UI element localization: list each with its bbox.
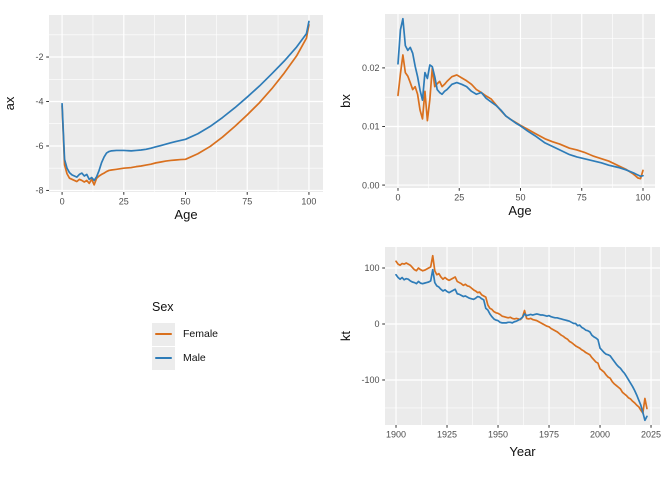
y-tick-label: -8 xyxy=(35,186,43,196)
x-tick-label: 100 xyxy=(635,193,650,203)
sex-legend: Sex Female Male xyxy=(152,300,218,370)
ax-panel: 0 25 50 75 100 -2 -4 -6 -8 Age ax xyxy=(2,15,323,222)
y-tick-label: -6 xyxy=(35,141,43,151)
x-tick-label: 0 xyxy=(395,193,400,203)
legend-label-male: Male xyxy=(183,351,206,364)
y-tick-label: -4 xyxy=(35,97,43,107)
x-tick-label: 1975 xyxy=(539,430,559,440)
y-tick-label: -100 xyxy=(361,375,379,385)
female-key-swatch xyxy=(152,322,175,346)
y-tick-label: 0.00 xyxy=(362,180,380,190)
kt-series-line-male xyxy=(395,268,648,422)
ax-series-line-male xyxy=(61,20,310,182)
x-tick-label: 50 xyxy=(515,193,525,203)
bx-series-line-female xyxy=(397,54,644,180)
male-key-swatch xyxy=(152,346,175,370)
y-tick-label: 100 xyxy=(364,263,379,273)
x-tick-label: 2025 xyxy=(641,430,661,440)
bx-x-axis-title: Age xyxy=(508,203,531,218)
x-tick-label: 25 xyxy=(119,197,129,207)
ax-series-line-female xyxy=(61,23,310,186)
kt-panel-background xyxy=(385,247,660,425)
y-tick-label: 0 xyxy=(374,319,379,329)
x-tick-label: 100 xyxy=(301,197,316,207)
x-tick-label: 1950 xyxy=(488,430,508,440)
bx-y-axis-title: bx xyxy=(338,94,353,108)
y-tick-label: -2 xyxy=(35,52,43,62)
male-line-sample xyxy=(155,357,172,359)
kt-y-axis-title: kt xyxy=(338,331,353,342)
x-tick-label: 1900 xyxy=(386,430,406,440)
x-tick-label: 75 xyxy=(577,193,587,203)
y-tick-label: 0.01 xyxy=(362,122,380,132)
bx-panel: 0 25 50 75 100 0.00 0.01 0.02 Age bx xyxy=(338,14,655,218)
y-tick-label: 0.02 xyxy=(362,63,380,73)
legend-item-male: Male xyxy=(152,346,218,370)
x-tick-label: 75 xyxy=(242,197,252,207)
x-tick-label: 50 xyxy=(180,197,190,207)
ax-y-axis-title: ax xyxy=(2,96,17,110)
female-line-sample xyxy=(155,333,172,335)
legend-title: Sex xyxy=(152,300,174,314)
ax-x-axis-title: Age xyxy=(174,207,197,222)
x-tick-label: 2000 xyxy=(590,430,610,440)
kt-x-axis-title: Year xyxy=(509,444,536,459)
legend-label-female: Female xyxy=(183,327,219,340)
bx-series-line-male xyxy=(397,17,644,178)
x-tick-label: 0 xyxy=(60,197,65,207)
x-tick-label: 25 xyxy=(454,193,464,203)
kt-panel: 1900 1925 1950 1975 2000 2025 100 0 -100 Year kt xyxy=(338,247,661,459)
legend-item-female: Female xyxy=(152,322,218,346)
x-tick-label: 1925 xyxy=(437,430,457,440)
